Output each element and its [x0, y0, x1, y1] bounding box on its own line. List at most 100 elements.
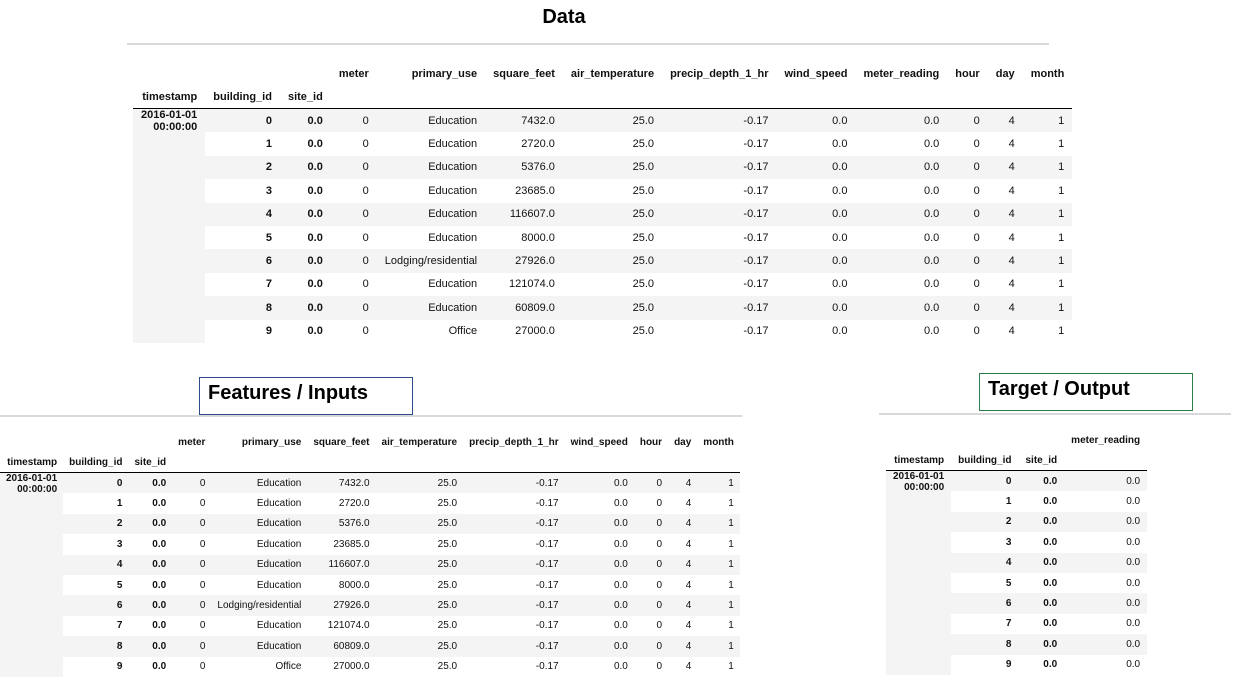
- table-cell: 0.0: [1126, 618, 1141, 630]
- table-cell: 0: [656, 579, 663, 591]
- building-id-cell: 3: [116, 538, 123, 550]
- table-row: 9 0.0 0.0: [886, 655, 1147, 675]
- table-cell: 1: [697, 554, 740, 575]
- index-header: site_id: [128, 452, 173, 473]
- table-cell: 0.0: [855, 296, 948, 320]
- table-cell: 25.0: [632, 231, 655, 244]
- table-cell: 1: [728, 661, 734, 673]
- table-row: 9 0.0 0 Office 27000.0 25.0 -0.17 0.0 0 4 1: [0, 657, 740, 677]
- table-cell: Education: [428, 184, 478, 197]
- table-cell: 27000.0: [515, 325, 555, 338]
- header-blank: [205, 62, 280, 85]
- header-blank: [633, 452, 669, 473]
- table-cell: 0: [330, 249, 377, 273]
- table-cell: 25.0: [375, 513, 464, 535]
- table-cell: 0.0: [613, 620, 628, 632]
- building-id-cell: 7: [116, 620, 123, 632]
- index-header-row: timestamp building_id site_id: [0, 452, 740, 473]
- table-cell: Education: [376, 155, 486, 180]
- table-cell: 0.0: [776, 155, 856, 180]
- timestamp-date: 2016-01-01: [6, 473, 58, 484]
- header-blank: [776, 85, 856, 109]
- table-row: 3 0.0 0 Education 23685.0 25.0 -0.17 0.0 0.0 0 4 1: [133, 179, 1072, 202]
- table-cell: 4: [987, 108, 1023, 133]
- table-row: 2 0.0 0 Education 5376.0 25.0 -0.17 0.0 0 4 1: [0, 513, 740, 535]
- header-blank: [987, 85, 1023, 109]
- table-cell: 0: [330, 108, 377, 133]
- site-id-cell: 0.0: [279, 296, 331, 320]
- table-row: 6 0.0 0 Lodging/residential 27926.0 25.0 -0.17…: [0, 595, 740, 616]
- table-row: 8 0.0 0 Education 60809.0 25.0 -0.17 0.0 0.0 0 4 1: [133, 296, 1073, 320]
- building-id-cell: 3: [265, 184, 272, 197]
- table-cell: 116607.0: [307, 554, 376, 575]
- building-id-cell: 1: [1005, 496, 1012, 508]
- table-cell: 7432.0: [307, 472, 376, 494]
- table-cell: 25.0: [562, 155, 663, 180]
- site-id-cell: 0.0: [1018, 552, 1065, 573]
- header-blank: [172, 452, 212, 473]
- table-row: 8 0.0 0.0: [886, 634, 1148, 655]
- table-cell: 0: [973, 278, 980, 291]
- table-cell: 0.0: [1064, 511, 1148, 533]
- timestamp-cell: 2016-01-01 00:00:00: [0, 472, 64, 677]
- table-cell: 0.0: [855, 155, 948, 180]
- table-cell: Education: [428, 138, 478, 151]
- table-cell: 25.0: [562, 296, 663, 320]
- site-id-cell: 0.0: [279, 202, 331, 226]
- table-row: 3 0.0 0.0: [886, 532, 1147, 552]
- table-cell: 25.0: [375, 554, 464, 575]
- table-cell: 4: [685, 620, 692, 632]
- table-cell: 0: [973, 325, 980, 338]
- site-id-cell: 0.0: [279, 155, 331, 180]
- table-row: 1 0.0 0 Education 2720.0 25.0 -0.17 0.0 0 4 1: [0, 493, 740, 513]
- table-cell: 0: [199, 498, 206, 510]
- table-cell: 4: [987, 296, 1023, 320]
- table-cell: Education: [211, 636, 308, 657]
- table-cell: 25.0: [632, 138, 655, 151]
- table-row: 6 0.0 0.0: [886, 593, 1148, 614]
- building-id-cell: 8: [951, 634, 1019, 655]
- header-blank: [1018, 430, 1064, 450]
- table-cell: 0.0: [613, 661, 628, 673]
- table-row: 5 0.0 0 Education 8000.0 25.0 -0.17 0.0 0.0 0 4 1: [133, 226, 1072, 249]
- table-cell: -0.17: [743, 138, 769, 151]
- target-title: Target / Output: [979, 373, 1193, 411]
- table-row: 7 0.0 0 Education 121074.0 25.0 -0.17 0.0 0.0 0 4 1: [133, 273, 1072, 296]
- building-id-cell: 9: [116, 661, 123, 673]
- table-cell: 4: [668, 513, 698, 535]
- timestamp-date: 2016-01-01: [141, 109, 198, 121]
- column-header: square_feet: [313, 436, 370, 448]
- table-cell: Education: [256, 579, 302, 591]
- index-header: building_id: [205, 85, 280, 109]
- building-id-cell: 1: [116, 498, 123, 510]
- site-id-cell: 0.0: [1018, 593, 1065, 614]
- table-cell: 0: [656, 661, 663, 673]
- table-cell: -0.17: [535, 579, 559, 591]
- table-cell: -0.17: [662, 108, 777, 133]
- table-cell: 1: [697, 513, 740, 535]
- table-row: 2016-01-01 00:00:00 0 0.0 0.0: [886, 470, 1148, 675]
- site-id-cell: 0.0: [1043, 618, 1058, 630]
- site-id-cell: 0.0: [1043, 536, 1058, 548]
- table-cell: 4: [987, 202, 1023, 226]
- table-cell: 0.0: [855, 202, 948, 226]
- table-cell: 0.0: [1126, 496, 1141, 508]
- site-id-cell: 0.0: [307, 231, 323, 244]
- header-blank: [0, 432, 63, 452]
- table-cell: 0.0: [564, 595, 634, 616]
- table-cell: 116607.0: [485, 202, 563, 226]
- site-id-cell: 0.0: [128, 636, 173, 657]
- building-id-cell: 3: [1005, 536, 1012, 548]
- building-id-cell: 8: [205, 296, 280, 320]
- table-cell: 1: [697, 472, 740, 494]
- building-id-cell: 8: [63, 636, 129, 657]
- table-cell: 4: [685, 661, 692, 673]
- table-cell: 0: [199, 579, 206, 591]
- column-header: month: [703, 436, 734, 448]
- header-blank: [951, 430, 1018, 450]
- table-cell: 1: [1058, 184, 1065, 197]
- table-cell: 0: [633, 554, 669, 575]
- table-cell: 25.0: [375, 595, 464, 616]
- table-cell: 0.0: [564, 472, 634, 494]
- building-id-cell: 4: [205, 202, 280, 226]
